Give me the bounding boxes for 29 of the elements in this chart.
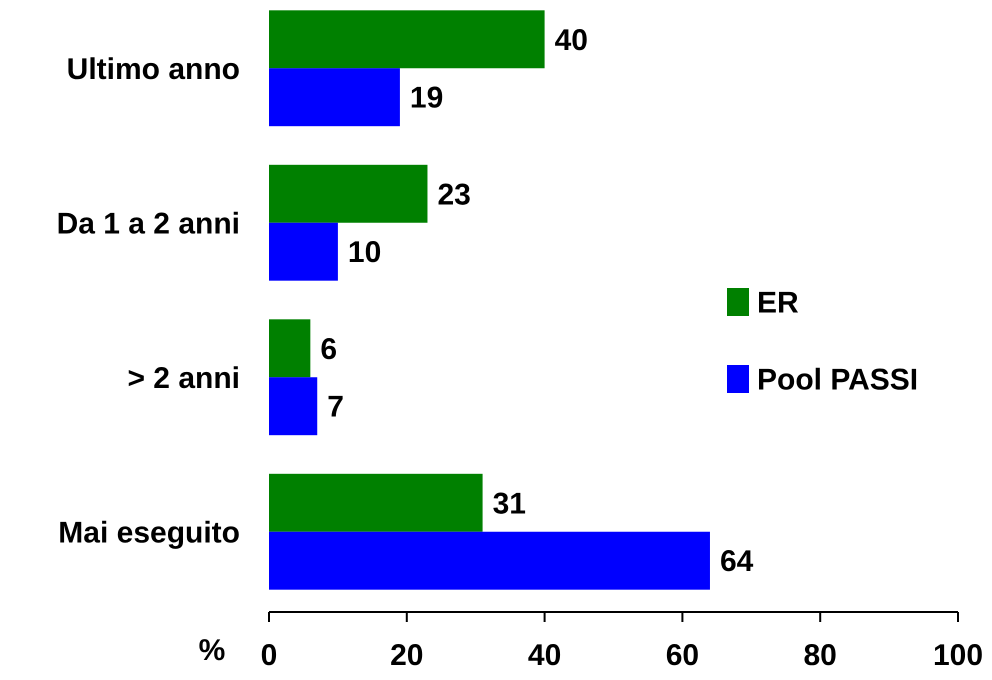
data-label: 40 (554, 24, 588, 57)
y-tick-label: Da 1 a 2 anni (56, 207, 240, 240)
bar (269, 222, 338, 281)
legend-label: Pool PASSI (757, 364, 918, 396)
x-tick-label: 0 (260, 639, 278, 672)
data-label: 19 (410, 82, 444, 115)
y-tick-label: Mai eseguito (58, 516, 240, 550)
legend-label: ER (757, 286, 800, 320)
data-label: 10 (348, 236, 382, 270)
bar (269, 68, 400, 126)
bar (269, 532, 710, 590)
x-tick-label: 40 (528, 639, 562, 672)
x-tick-label: 80 (804, 639, 837, 672)
y-tick-label: Ultimo anno (66, 52, 240, 86)
bar (269, 10, 545, 68)
x-tick-label: 20 (390, 639, 424, 672)
bar (269, 164, 428, 223)
data-label: 23 (437, 178, 471, 212)
bar (269, 474, 483, 532)
bar (269, 319, 310, 378)
x-axis-title: % (198, 634, 226, 667)
x-tick-label: 60 (666, 639, 700, 672)
y-tick-label: > 2 anni (127, 362, 240, 395)
x-tick-label: 100 (932, 639, 984, 672)
data-label: 6 (320, 332, 338, 366)
data-label: 64 (720, 545, 754, 578)
data-label: 7 (327, 390, 344, 424)
data-label: 31 (492, 487, 526, 520)
bar (269, 377, 318, 436)
